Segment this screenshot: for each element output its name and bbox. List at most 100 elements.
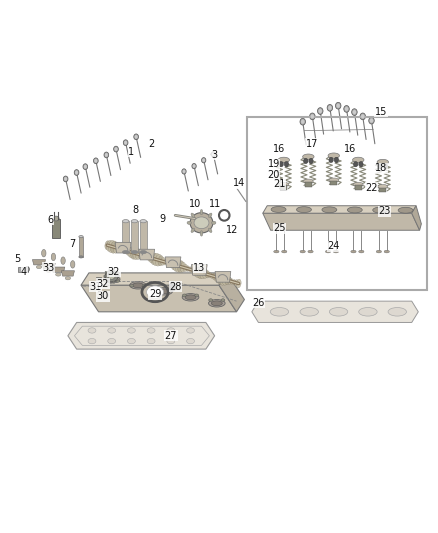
- Circle shape: [345, 107, 348, 111]
- Text: 25: 25: [273, 223, 286, 233]
- Text: 21: 21: [273, 180, 286, 189]
- Ellipse shape: [130, 281, 146, 289]
- Ellipse shape: [270, 308, 289, 316]
- Ellipse shape: [155, 254, 162, 266]
- Ellipse shape: [103, 276, 120, 283]
- Polygon shape: [263, 206, 416, 213]
- Ellipse shape: [186, 266, 189, 271]
- Polygon shape: [219, 273, 244, 312]
- Ellipse shape: [221, 298, 225, 302]
- Circle shape: [300, 118, 305, 125]
- Text: 9: 9: [159, 214, 165, 223]
- Circle shape: [105, 153, 108, 157]
- Ellipse shape: [233, 280, 236, 285]
- Ellipse shape: [308, 250, 313, 253]
- Ellipse shape: [109, 269, 110, 272]
- Polygon shape: [61, 271, 74, 276]
- Ellipse shape: [116, 271, 119, 273]
- Ellipse shape: [333, 250, 339, 253]
- Bar: [330, 181, 337, 185]
- Circle shape: [318, 108, 323, 115]
- Text: 15: 15: [375, 107, 387, 117]
- Ellipse shape: [300, 250, 305, 253]
- Text: 5: 5: [14, 254, 21, 263]
- Circle shape: [212, 153, 215, 156]
- Ellipse shape: [36, 265, 42, 269]
- Polygon shape: [215, 271, 231, 282]
- Ellipse shape: [131, 247, 138, 259]
- Text: 8: 8: [133, 205, 139, 215]
- Circle shape: [63, 176, 68, 182]
- Text: 11: 11: [208, 199, 221, 208]
- Circle shape: [134, 134, 138, 140]
- Ellipse shape: [297, 207, 311, 213]
- Ellipse shape: [300, 308, 318, 316]
- Text: 4: 4: [21, 267, 27, 277]
- Polygon shape: [68, 322, 215, 349]
- Ellipse shape: [230, 279, 233, 284]
- Ellipse shape: [53, 216, 59, 221]
- Ellipse shape: [212, 273, 216, 280]
- Ellipse shape: [46, 269, 51, 272]
- Ellipse shape: [105, 270, 118, 282]
- Ellipse shape: [168, 261, 171, 266]
- Ellipse shape: [108, 273, 115, 279]
- Ellipse shape: [194, 294, 199, 297]
- Ellipse shape: [88, 328, 96, 333]
- Text: 26: 26: [252, 298, 265, 308]
- Polygon shape: [81, 285, 237, 312]
- Ellipse shape: [141, 253, 145, 259]
- Text: 27: 27: [165, 331, 177, 341]
- Text: 3: 3: [212, 150, 218, 159]
- Ellipse shape: [222, 274, 229, 285]
- Text: 28: 28: [169, 282, 181, 292]
- Ellipse shape: [109, 280, 110, 284]
- Ellipse shape: [182, 294, 187, 297]
- Polygon shape: [52, 267, 65, 272]
- Ellipse shape: [353, 157, 364, 163]
- Text: 18: 18: [375, 164, 387, 173]
- Ellipse shape: [88, 338, 96, 344]
- Circle shape: [84, 165, 87, 168]
- Ellipse shape: [376, 250, 381, 253]
- Polygon shape: [252, 301, 418, 322]
- Ellipse shape: [214, 273, 219, 281]
- Ellipse shape: [124, 248, 127, 253]
- Ellipse shape: [131, 251, 138, 254]
- Circle shape: [361, 114, 364, 118]
- Bar: [140, 221, 146, 252]
- Ellipse shape: [163, 259, 167, 265]
- Ellipse shape: [190, 267, 194, 273]
- Circle shape: [284, 161, 289, 167]
- Ellipse shape: [211, 273, 213, 278]
- Ellipse shape: [116, 244, 121, 253]
- Ellipse shape: [271, 207, 286, 212]
- Ellipse shape: [140, 251, 146, 254]
- Ellipse shape: [103, 279, 107, 282]
- Circle shape: [74, 169, 79, 175]
- Text: 12: 12: [226, 225, 238, 235]
- Text: 13: 13: [193, 263, 205, 272]
- Ellipse shape: [106, 240, 113, 252]
- Ellipse shape: [187, 221, 191, 224]
- Text: 16: 16: [344, 144, 357, 154]
- Ellipse shape: [159, 289, 170, 294]
- Ellipse shape: [110, 241, 117, 253]
- Bar: [122, 221, 129, 252]
- Ellipse shape: [347, 207, 362, 213]
- Ellipse shape: [113, 269, 115, 272]
- Bar: [18, 266, 28, 272]
- Ellipse shape: [71, 261, 75, 268]
- Bar: [52, 219, 60, 238]
- Circle shape: [182, 169, 186, 174]
- Ellipse shape: [211, 301, 222, 306]
- Text: 10: 10: [189, 199, 201, 208]
- Ellipse shape: [108, 240, 115, 253]
- Ellipse shape: [198, 266, 204, 279]
- Ellipse shape: [398, 207, 413, 213]
- Circle shape: [353, 110, 356, 114]
- Circle shape: [329, 157, 333, 163]
- Ellipse shape: [125, 247, 129, 255]
- Circle shape: [370, 118, 373, 123]
- Circle shape: [311, 114, 314, 118]
